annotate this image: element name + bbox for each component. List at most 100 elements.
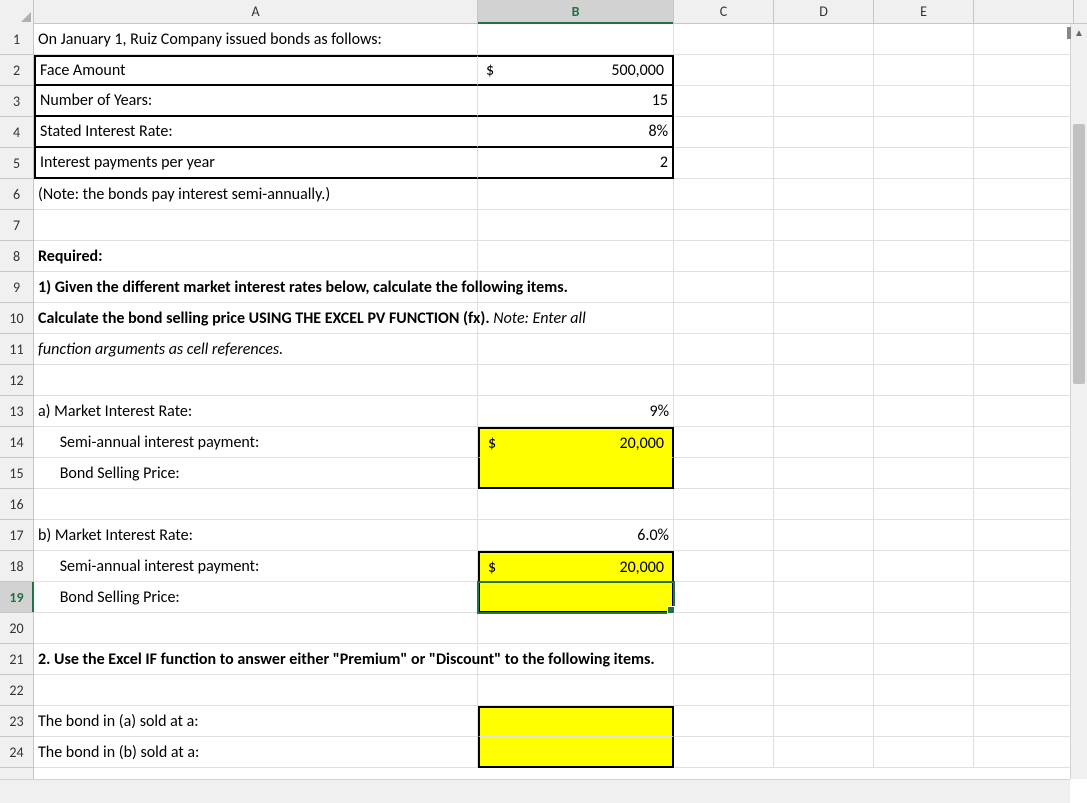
row-header-12[interactable]: 12	[0, 365, 33, 396]
cell-A16[interactable]	[34, 489, 478, 520]
cell-A8[interactable]: Required:	[34, 241, 478, 272]
cell-E9[interactable]	[874, 272, 974, 303]
cell-C11[interactable]	[674, 334, 774, 365]
cell-B6[interactable]	[478, 179, 674, 210]
cell-E4[interactable]	[874, 117, 974, 148]
row-header-6[interactable]: 6	[0, 179, 33, 210]
select-all-corner[interactable]	[0, 0, 34, 24]
scrollbar-thumb[interactable]	[1073, 124, 1085, 384]
cell-F9[interactable]	[974, 272, 1074, 303]
cell-A14[interactable]: Semi-annual interest payment:	[34, 427, 478, 458]
cell-C21[interactable]	[674, 644, 774, 675]
cell-E2[interactable]	[874, 55, 974, 86]
cell-A7[interactable]	[34, 210, 478, 241]
cell-F17[interactable]	[974, 520, 1074, 551]
cell-C14[interactable]	[674, 427, 774, 458]
col-header-D[interactable]: D	[774, 0, 874, 23]
cell-A3[interactable]: Number of Years:	[34, 86, 478, 117]
cell-D6[interactable]	[774, 179, 874, 210]
cell-C4[interactable]	[674, 117, 774, 148]
cell-D2[interactable]	[774, 55, 874, 86]
cell-F7[interactable]	[974, 210, 1074, 241]
cell-A9[interactable]: 1) Given the different market interest r…	[34, 272, 478, 303]
cell-B19[interactable]	[478, 582, 674, 613]
cell-E24[interactable]	[874, 737, 974, 768]
cell-F20[interactable]	[974, 613, 1074, 644]
col-header-C[interactable]: C	[674, 0, 774, 23]
row-header-11[interactable]: 11	[0, 334, 33, 365]
cell-B16[interactable]	[478, 489, 674, 520]
cell-D5[interactable]	[774, 148, 874, 179]
cell-D20[interactable]	[774, 613, 874, 644]
cell-C24[interactable]	[674, 737, 774, 768]
cell-F3[interactable]	[974, 86, 1074, 117]
cell-C18[interactable]	[674, 551, 774, 582]
row-header-2[interactable]: 2	[0, 55, 33, 86]
cell-B4[interactable]: 8%	[478, 117, 674, 148]
cell-E8[interactable]	[874, 241, 974, 272]
cell-F10[interactable]	[974, 303, 1074, 334]
cell-D24[interactable]	[774, 737, 874, 768]
cell-D16[interactable]	[774, 489, 874, 520]
cell-C1[interactable]	[674, 24, 774, 55]
cell-D21[interactable]	[774, 644, 874, 675]
cell-D19[interactable]	[774, 582, 874, 613]
cell-F6[interactable]	[974, 179, 1074, 210]
cell-E11[interactable]	[874, 334, 974, 365]
row-header-10[interactable]: 10	[0, 303, 33, 334]
cell-E15[interactable]	[874, 458, 974, 489]
row-header-22[interactable]: 22	[0, 675, 33, 706]
cell-E12[interactable]	[874, 365, 974, 396]
cell-D11[interactable]	[774, 334, 874, 365]
cell-F18[interactable]	[974, 551, 1074, 582]
cell-A12[interactable]	[34, 365, 478, 396]
cell-A4[interactable]: Stated Interest Rate:	[34, 117, 478, 148]
col-header-E[interactable]: E	[874, 0, 974, 23]
cell-C13[interactable]	[674, 396, 774, 427]
row-header-5[interactable]: 5	[0, 148, 33, 179]
col-header-B[interactable]: B	[478, 0, 674, 23]
row-header-18[interactable]: 18	[0, 551, 33, 582]
cell-C15[interactable]	[674, 458, 774, 489]
cell-B24[interactable]	[478, 737, 674, 768]
cell-A19[interactable]: Bond Selling Price:	[34, 582, 478, 613]
cell-B7[interactable]	[478, 210, 674, 241]
cell-A22[interactable]	[34, 675, 478, 706]
cell-D14[interactable]	[774, 427, 874, 458]
cell-A13[interactable]: a) Market Interest Rate:	[34, 396, 478, 427]
cell-D8[interactable]	[774, 241, 874, 272]
vertical-scrollbar[interactable]: ▲	[1070, 24, 1087, 779]
cell-A20[interactable]	[34, 613, 478, 644]
row-header-9[interactable]: 9	[0, 272, 33, 303]
cell-E5[interactable]	[874, 148, 974, 179]
row-header-7[interactable]: 7	[0, 210, 33, 241]
cell-A1[interactable]: On January 1, Ruiz Company issued bonds …	[34, 24, 478, 55]
row-header-21[interactable]: 21	[0, 644, 33, 675]
row-header-14[interactable]: 14	[0, 427, 33, 458]
cell-C3[interactable]	[674, 86, 774, 117]
row-header-4[interactable]: 4	[0, 117, 33, 148]
cell-D1[interactable]	[774, 24, 874, 55]
row-header-13[interactable]: 13	[0, 396, 33, 427]
cell-C8[interactable]	[674, 241, 774, 272]
cell-D12[interactable]	[774, 365, 874, 396]
cell-F19[interactable]	[974, 582, 1074, 613]
cell-D18[interactable]	[774, 551, 874, 582]
cell-D9[interactable]	[774, 272, 874, 303]
cell-B1[interactable]	[478, 24, 674, 55]
cell-C20[interactable]	[674, 613, 774, 644]
cell-A6[interactable]: (Note: the bonds pay interest semi-annua…	[34, 179, 478, 210]
cell-F24[interactable]	[974, 737, 1074, 768]
row-header-23[interactable]: 23	[0, 706, 33, 737]
cell-C12[interactable]	[674, 365, 774, 396]
cell-F13[interactable]	[974, 396, 1074, 427]
row-header-17[interactable]: 17	[0, 520, 33, 551]
row-header-8[interactable]: 8	[0, 241, 33, 272]
cell-A2[interactable]: Face Amount	[34, 55, 478, 86]
cell-B2[interactable]: $500,000	[478, 55, 674, 86]
cell-A10[interactable]: Calculate the bond selling price USING T…	[34, 303, 478, 334]
row-header-16[interactable]: 16	[0, 489, 33, 520]
cell-A17[interactable]: b) Market Interest Rate:	[34, 520, 478, 551]
cell-A24[interactable]: The bond in (b) sold at a:	[34, 737, 478, 768]
cell-E10[interactable]	[874, 303, 974, 334]
